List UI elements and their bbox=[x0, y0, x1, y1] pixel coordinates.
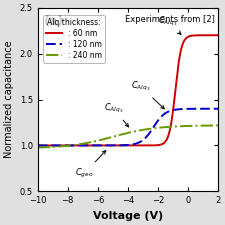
Text: Experiments from [2]: Experiments from [2] bbox=[125, 15, 215, 24]
Text: $C_{Alq_3}$: $C_{Alq_3}$ bbox=[131, 80, 164, 109]
Text: $C_{Alq_3}$: $C_{Alq_3}$ bbox=[158, 15, 181, 34]
Text: $C_{geo}$: $C_{geo}$ bbox=[75, 151, 106, 180]
X-axis label: Voltage (V): Voltage (V) bbox=[93, 211, 163, 221]
Y-axis label: Normalized capacitance: Normalized capacitance bbox=[4, 41, 14, 158]
Legend: : 60 nm, : 120 nm, : 240 nm: : 60 nm, : 120 nm, : 240 nm bbox=[43, 15, 105, 63]
Text: $C_{Alq_3}$: $C_{Alq_3}$ bbox=[104, 102, 128, 127]
Text: (a): (a) bbox=[44, 15, 64, 28]
